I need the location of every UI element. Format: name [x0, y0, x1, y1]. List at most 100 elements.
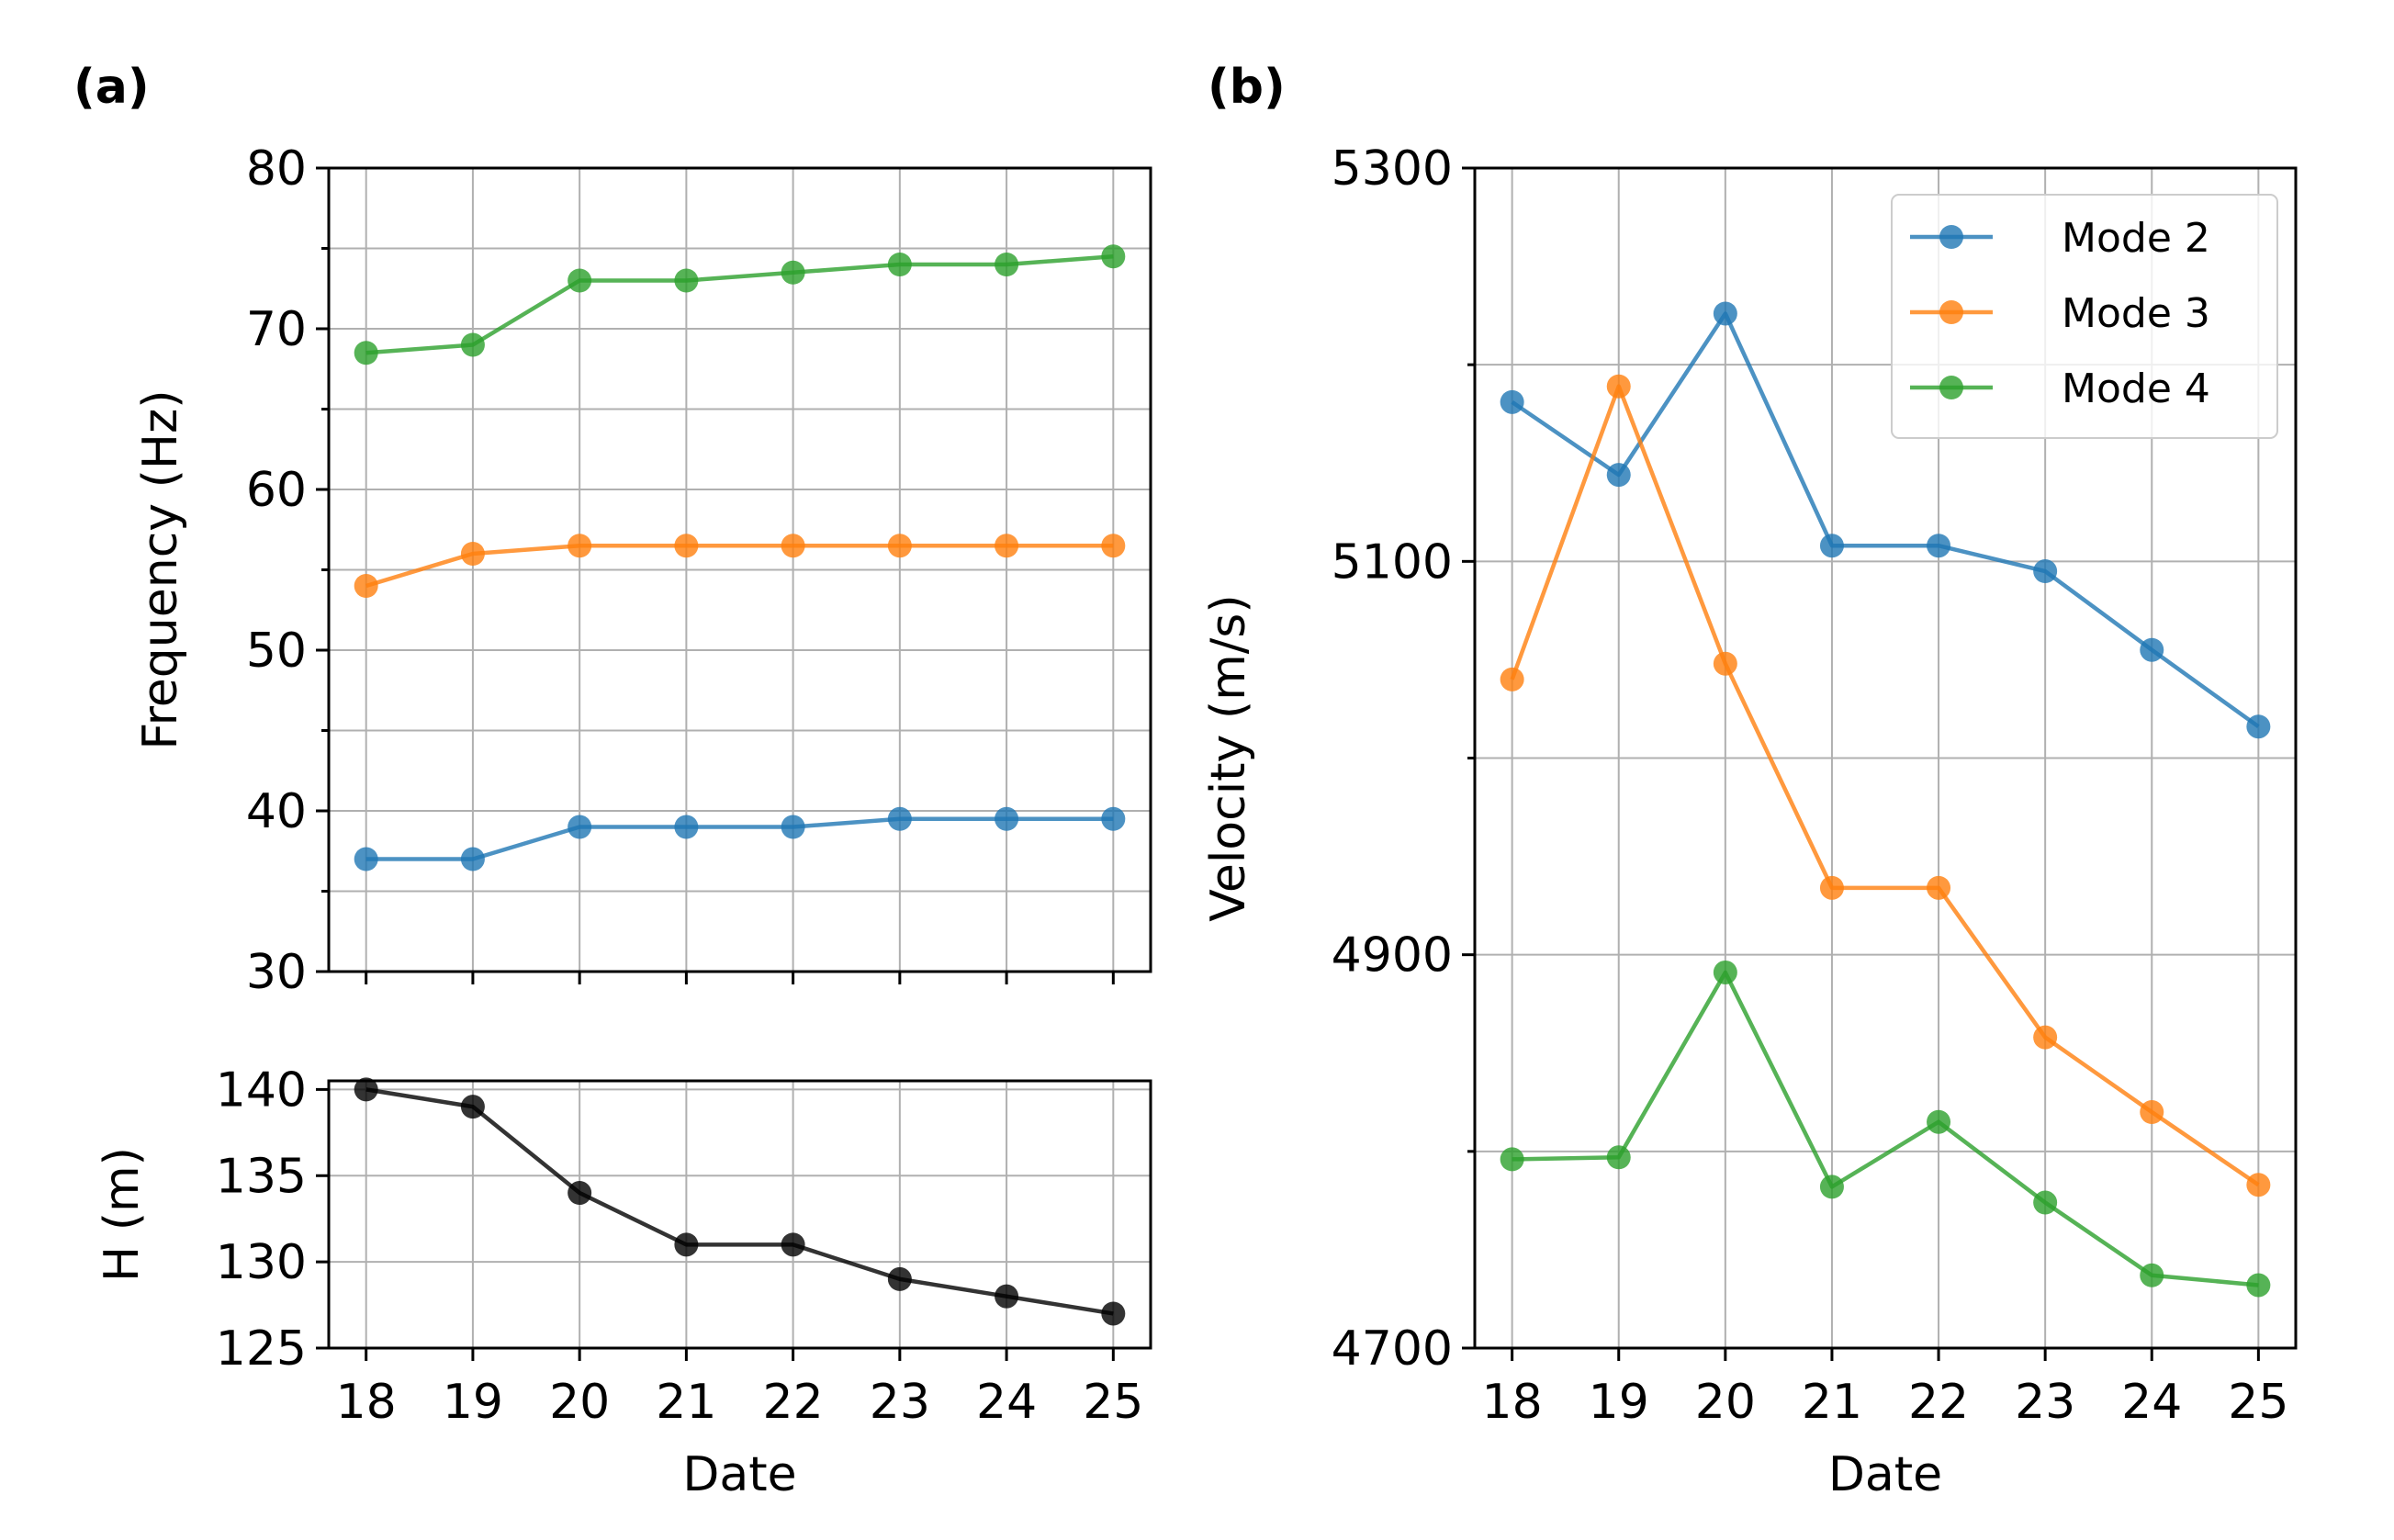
y-axis-title: Frequency (Hz): [133, 389, 188, 749]
data-point-mode4: [2033, 1190, 2058, 1215]
legend-label-mode3: Mode 3: [2062, 290, 2210, 337]
data-point-mode4: [887, 253, 912, 276]
panel-label-a: (a): [73, 60, 150, 115]
y-tick-label: 5100: [1332, 534, 1453, 590]
data-point-mode4: [1819, 1175, 1844, 1199]
legend-label-mode2: Mode 2: [2062, 215, 2210, 262]
series-line-mode3: [365, 544, 1114, 589]
y-tick-label: 60: [246, 463, 307, 518]
data-point-mode4: [1500, 1147, 1524, 1172]
data-point-mode4: [1606, 1145, 1631, 1170]
data-point-mode2: [1713, 301, 1737, 326]
data-point-mode2: [460, 847, 485, 871]
panel-label-b: (b): [1208, 60, 1286, 115]
data-point-mode3: [568, 534, 592, 558]
data-point-mode2: [2033, 559, 2058, 584]
legend-marker-mode3: [1939, 300, 1963, 324]
data-point-mode4: [674, 268, 699, 293]
y-tick-label: 125: [216, 1321, 307, 1377]
data-point-mode3: [2246, 1173, 2271, 1197]
height-chart: 125 130 135 140 18 19 20 21 22 23 24 25 Date H (m): [95, 1062, 1152, 1502]
x-tick-label: 21: [656, 1375, 716, 1430]
x-tick-label: 23: [2015, 1375, 2075, 1430]
y-tick-label: 40: [246, 784, 307, 839]
data-point-mode2: [2246, 714, 2271, 739]
axes-frame: [1473, 166, 2298, 1350]
series-line-mode3: [1510, 384, 2260, 1187]
data-point-height: [674, 1232, 699, 1257]
data-point-mode4: [1713, 960, 1737, 984]
data-point-mode4: [2140, 1263, 2164, 1287]
frequency-chart: 30 40 50 60 70 80 Frequency (Hz): [133, 141, 1152, 1000]
y-tick-label: 4700: [1332, 1321, 1453, 1377]
data-point-mode4: [2246, 1273, 2271, 1298]
data-point-mode2: [1927, 534, 1951, 558]
y-tick-label: 5300: [1332, 141, 1453, 197]
data-point-height: [354, 1077, 378, 1102]
data-point-mode2: [354, 847, 378, 871]
data-point-mode4: [460, 332, 485, 357]
data-point-height: [781, 1232, 805, 1257]
series-line-mode2: [1511, 311, 2260, 729]
data-point-mode3: [1819, 875, 1844, 900]
data-point-mode3: [1606, 374, 1631, 399]
x-axis-title: Date: [1828, 1447, 1942, 1502]
y-tick-label: 30: [246, 945, 307, 1000]
y-tick-label: 80: [246, 141, 307, 197]
data-point-mode2: [1500, 389, 1524, 414]
x-tick-label: 23: [870, 1375, 930, 1430]
data-point-mode3: [1101, 534, 1126, 558]
data-point-mode2: [1819, 534, 1844, 558]
data-point-mode2: [568, 815, 592, 839]
data-point-mode4: [995, 253, 1019, 276]
data-point-mode4: [1101, 244, 1126, 269]
x-tick-label: 20: [1695, 1375, 1756, 1430]
data-point-mode3: [995, 534, 1019, 558]
x-tick-label: 18: [1482, 1375, 1543, 1430]
y-tick-label: 140: [216, 1062, 307, 1118]
data-point-mode4: [1927, 1109, 1951, 1134]
legend-marker-mode2: [1939, 225, 1963, 249]
data-point-height: [887, 1266, 912, 1291]
x-tick-label: 24: [2121, 1375, 2182, 1430]
legend-box: [1891, 194, 2278, 439]
series-line-mode4: [1512, 970, 2259, 1287]
y-tick-label: 135: [216, 1149, 307, 1204]
data-point-height: [995, 1284, 1019, 1309]
x-tick-label: 20: [549, 1375, 610, 1430]
x-tick-label: 21: [1802, 1375, 1862, 1430]
velocity-chart: 4700 4900 5100 5300 18 19 20 21 22 23 24 25 Date Velo…: [1201, 141, 2298, 1502]
data-point-mode3: [1927, 875, 1951, 900]
data-point-mode2: [995, 806, 1019, 831]
data-point-mode2: [887, 806, 912, 831]
data-point-mode3: [1713, 651, 1737, 676]
data-point-mode2: [2140, 637, 2164, 662]
legend-marker-mode4: [1939, 376, 1963, 399]
x-tick-label: 18: [336, 1375, 397, 1430]
data-point-mode4: [781, 260, 805, 285]
data-point-mode3: [781, 534, 805, 558]
x-tick-label: 19: [1589, 1375, 1649, 1430]
data-point-mode4: [354, 341, 378, 365]
data-point-mode3: [887, 534, 912, 558]
data-point-mode3: [460, 542, 485, 566]
data-point-mode3: [1500, 667, 1524, 691]
data-point-mode2: [781, 815, 805, 839]
data-point-height: [460, 1095, 485, 1119]
data-point-mode2: [1606, 463, 1631, 488]
data-point-mode3: [2033, 1025, 2058, 1050]
axes-frame: [327, 1079, 1152, 1350]
x-tick-label: 25: [1083, 1375, 1143, 1430]
series-line-mode4: [365, 254, 1114, 355]
data-point-mode4: [568, 268, 592, 293]
y-axis-title: Velocity (m/s): [1201, 594, 1256, 921]
data-point-mode3: [2140, 1100, 2164, 1124]
data-point-mode2: [1101, 806, 1126, 831]
legend-label-mode4: Mode 4: [2062, 365, 2210, 412]
x-tick-label: 25: [2228, 1375, 2288, 1430]
data-point-mode3: [354, 574, 378, 598]
y-tick-label: 4900: [1332, 928, 1453, 984]
series-line-height: [365, 1087, 1114, 1316]
series-line-mode2: [365, 816, 1114, 861]
